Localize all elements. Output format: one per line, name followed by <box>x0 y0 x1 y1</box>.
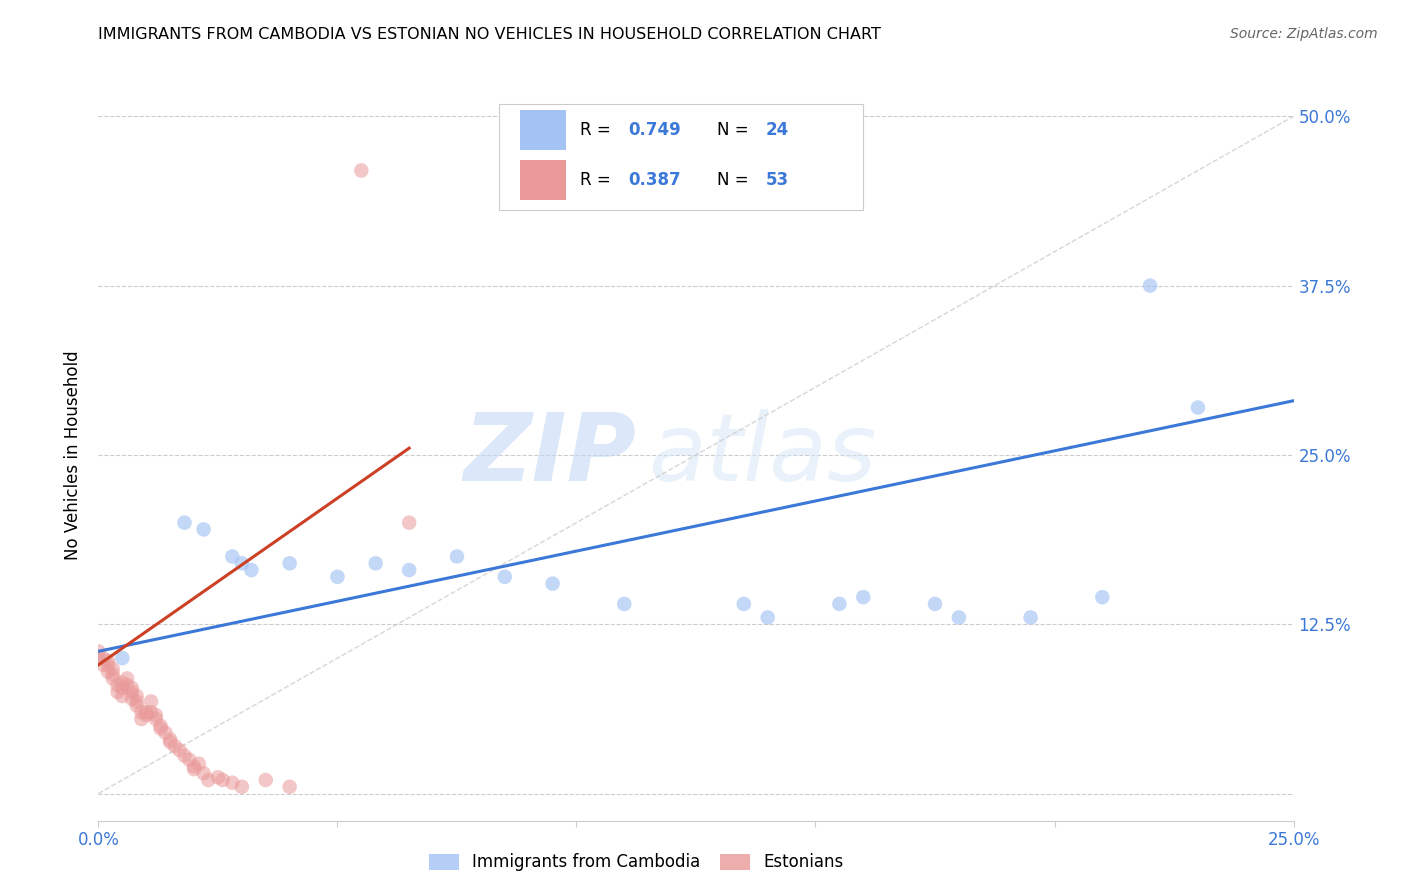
Point <box>613 597 636 611</box>
Text: R =: R = <box>581 121 616 139</box>
Point <box>135 706 157 720</box>
Point <box>111 689 134 703</box>
Point <box>183 762 205 776</box>
Text: 0.387: 0.387 <box>628 171 681 189</box>
Point <box>121 685 143 699</box>
Point <box>91 651 114 665</box>
Point <box>193 523 215 537</box>
Point <box>107 685 129 699</box>
Point <box>101 667 124 681</box>
Point <box>221 775 243 789</box>
Point <box>97 665 120 679</box>
Text: N =: N = <box>717 121 755 139</box>
Point <box>828 597 851 611</box>
FancyBboxPatch shape <box>499 103 863 210</box>
Text: R =: R = <box>581 171 616 189</box>
Point <box>948 610 970 624</box>
Point <box>163 739 186 753</box>
Point <box>364 556 387 570</box>
Point <box>159 732 181 747</box>
Point <box>211 772 233 787</box>
Point <box>115 678 138 692</box>
Text: 53: 53 <box>765 171 789 189</box>
Point <box>278 556 301 570</box>
Point <box>149 722 172 736</box>
Point <box>97 657 120 672</box>
Point <box>121 681 143 695</box>
Text: 24: 24 <box>765 121 789 139</box>
Point <box>87 651 110 665</box>
Point <box>231 780 253 794</box>
Text: N =: N = <box>717 171 755 189</box>
Point <box>159 735 181 749</box>
Point <box>179 753 201 767</box>
Point <box>111 681 134 695</box>
Point <box>125 698 148 713</box>
Legend: Immigrants from Cambodia, Estonians: Immigrants from Cambodia, Estonians <box>422 847 851 878</box>
Point <box>125 689 148 703</box>
Point <box>131 706 153 720</box>
Text: ZIP: ZIP <box>464 409 637 501</box>
Point <box>97 654 120 668</box>
Text: atlas: atlas <box>648 409 876 500</box>
Point <box>139 706 162 720</box>
Point <box>446 549 468 564</box>
Point <box>101 662 124 676</box>
Point <box>350 163 373 178</box>
Point <box>278 780 301 794</box>
Point <box>326 570 349 584</box>
Point <box>139 694 162 708</box>
Point <box>1091 590 1114 604</box>
Point <box>1139 278 1161 293</box>
Point <box>125 694 148 708</box>
Point <box>173 748 195 763</box>
Point <box>115 672 138 686</box>
Point <box>183 759 205 773</box>
Point <box>494 570 516 584</box>
Point <box>173 516 195 530</box>
Point <box>254 772 277 787</box>
Point <box>231 556 253 570</box>
Point <box>91 657 114 672</box>
Point <box>145 708 167 723</box>
Point <box>197 772 219 787</box>
Point <box>733 597 755 611</box>
Point <box>111 651 134 665</box>
FancyBboxPatch shape <box>520 111 565 151</box>
Point <box>149 719 172 733</box>
Point <box>924 597 946 611</box>
Point <box>131 712 153 726</box>
Point <box>398 563 420 577</box>
Point <box>135 708 157 723</box>
Text: 0.749: 0.749 <box>628 121 681 139</box>
Point <box>101 672 124 686</box>
Point <box>852 590 875 604</box>
Point <box>221 549 243 564</box>
Point <box>121 691 143 706</box>
FancyBboxPatch shape <box>520 160 565 201</box>
Point <box>541 576 564 591</box>
Point <box>169 743 191 757</box>
Point <box>1187 401 1209 415</box>
Point <box>756 610 779 624</box>
Point <box>107 678 129 692</box>
Point <box>193 766 215 780</box>
Text: IMMIGRANTS FROM CAMBODIA VS ESTONIAN NO VEHICLES IN HOUSEHOLD CORRELATION CHART: IMMIGRANTS FROM CAMBODIA VS ESTONIAN NO … <box>98 27 882 42</box>
Text: Source: ZipAtlas.com: Source: ZipAtlas.com <box>1230 27 1378 41</box>
Point <box>1019 610 1042 624</box>
Point <box>87 644 110 658</box>
Point <box>207 770 229 784</box>
Point <box>145 712 167 726</box>
Point <box>111 675 134 690</box>
Point <box>240 563 263 577</box>
Point <box>187 756 209 771</box>
Y-axis label: No Vehicles in Household: No Vehicles in Household <box>65 350 83 560</box>
Point <box>398 516 420 530</box>
Point <box>155 725 177 739</box>
